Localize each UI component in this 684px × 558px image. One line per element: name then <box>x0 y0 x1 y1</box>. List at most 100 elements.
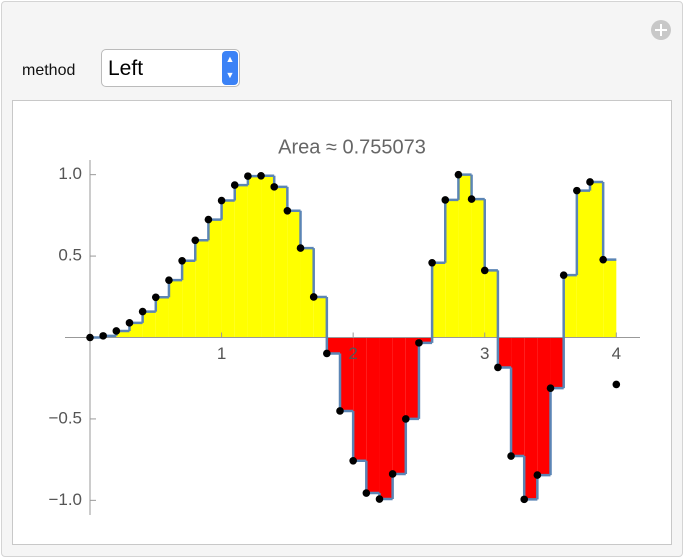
sample-point <box>559 271 568 279</box>
select-arrows[interactable]: ▲ ▼ <box>222 51 238 85</box>
x-tick-label: 3 <box>480 344 489 363</box>
riemann-rect <box>471 199 485 338</box>
sample-point <box>257 171 265 180</box>
method-label: method <box>22 62 76 79</box>
sample-point <box>507 452 515 460</box>
sample-point <box>217 196 226 205</box>
x-tick-label: 2 <box>348 344 357 363</box>
riemann-rect <box>537 337 551 476</box>
step-line <box>483 199 498 272</box>
riemann-rect <box>445 199 459 338</box>
y-tick-label: 1.0 <box>58 164 82 183</box>
sample-point <box>165 276 173 284</box>
riemann-rect <box>418 337 433 343</box>
sample-point <box>112 327 121 335</box>
riemann-rect <box>261 175 275 338</box>
riemann-rect <box>116 330 130 338</box>
step-line <box>417 341 433 419</box>
riemann-rect <box>511 337 525 457</box>
sample-point <box>349 456 357 465</box>
sample-point <box>586 178 594 186</box>
sample-point <box>362 489 371 497</box>
chart-title: Area ≈ 0.755073 <box>278 136 426 158</box>
step-line <box>299 210 314 250</box>
riemann-rect <box>208 219 222 338</box>
method-select[interactable]: Left ▲ ▼ <box>101 49 240 87</box>
sample-point <box>599 255 607 264</box>
riemann-rect <box>234 185 248 338</box>
step-line <box>312 248 327 299</box>
sample-point <box>428 258 436 267</box>
step-line <box>404 417 419 474</box>
riemann-rect <box>326 337 340 354</box>
sample-point <box>204 215 213 224</box>
riemann-rect <box>458 174 472 338</box>
riemann-rect <box>340 337 354 411</box>
riemann-rect <box>497 337 512 368</box>
add-button[interactable] <box>651 20 671 40</box>
riemann-rect <box>287 210 301 338</box>
y-tick-label: 0.5 <box>58 246 82 265</box>
riemann-rect <box>168 280 183 338</box>
sample-point <box>612 380 621 389</box>
sample-point <box>454 170 463 179</box>
riemann-rect <box>379 337 393 500</box>
riemann-rect <box>366 337 380 494</box>
sample-point <box>336 407 344 415</box>
sample-point <box>480 266 489 275</box>
y-tick-label: −1.0 <box>48 490 82 509</box>
sample-point <box>86 333 94 342</box>
riemann-rect <box>221 200 235 338</box>
sample-point <box>533 471 542 479</box>
sample-point <box>415 339 423 347</box>
sample-point <box>270 183 279 191</box>
step-line <box>391 472 406 500</box>
riemann-rect <box>313 296 327 338</box>
riemann-rect <box>195 240 209 338</box>
riemann-rect <box>603 259 617 338</box>
sample-point <box>441 196 450 204</box>
riemann-rect <box>247 176 262 338</box>
riemann-rect <box>524 337 538 500</box>
sample-point <box>323 349 331 358</box>
riemann-rect <box>576 190 590 338</box>
step-line <box>286 186 301 213</box>
riemann-rect <box>142 311 156 338</box>
riemann-rect <box>392 337 406 474</box>
x-tick-label: 4 <box>612 344 621 363</box>
riemann-rect <box>182 260 196 338</box>
riemann-rect <box>300 248 314 338</box>
sample-point <box>573 186 581 195</box>
riemann-rect <box>590 181 604 338</box>
sample-point <box>138 307 147 316</box>
sample-point <box>244 172 252 180</box>
plot-frame <box>12 100 672 545</box>
sample-point <box>99 332 107 340</box>
step-line <box>470 174 485 201</box>
sample-point <box>125 319 134 327</box>
riemann-rect <box>405 337 419 419</box>
riemann-rect <box>484 270 498 338</box>
sample-point <box>296 244 305 252</box>
riemann-rect <box>563 275 577 338</box>
riemann-rect <box>353 337 367 461</box>
sample-point <box>546 384 555 392</box>
sample-point <box>309 293 318 301</box>
sample-point <box>283 207 292 215</box>
step-line <box>536 473 551 500</box>
y-tick-label: −0.5 <box>48 408 82 427</box>
x-tick-label: 1 <box>217 344 226 363</box>
step-line <box>601 181 617 261</box>
riemann-rect <box>274 186 288 338</box>
sample-point <box>230 181 239 189</box>
riemann-rect <box>155 297 169 338</box>
riemann-rect <box>129 322 143 338</box>
sample-point <box>151 293 160 302</box>
riemann-rect <box>550 337 564 389</box>
sample-point <box>467 195 476 203</box>
method-value: Left <box>108 57 144 80</box>
sample-point <box>494 363 502 372</box>
sample-point <box>178 257 186 265</box>
